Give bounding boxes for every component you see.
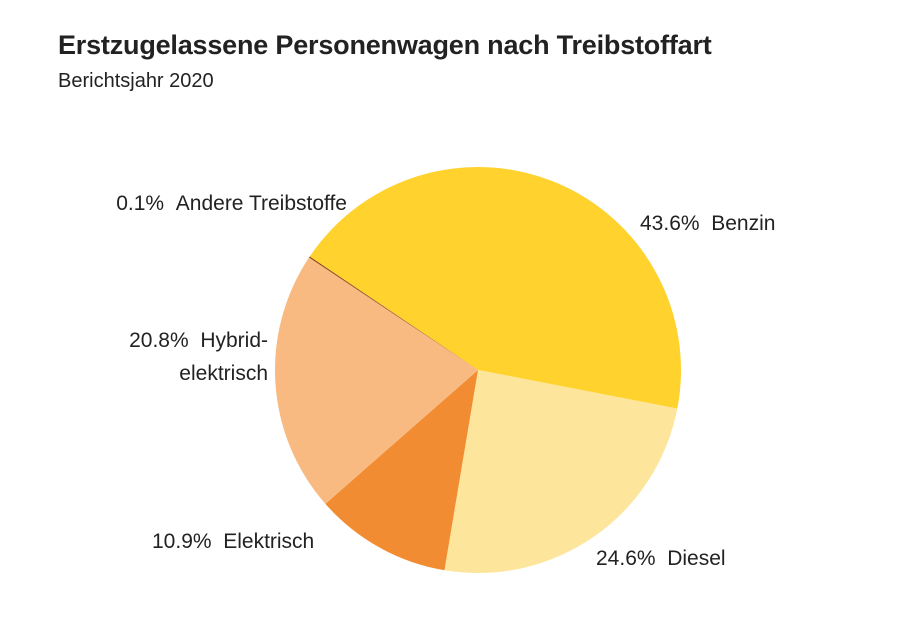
pie-slice-hybrid (275, 257, 478, 504)
pie-slice-elektrisch (325, 370, 478, 571)
slice-label-diesel: 24.6% Diesel (596, 547, 726, 570)
slice-label-hybrid: 20.8% Hybrid-elektrisch (129, 329, 268, 385)
slice-label-line: 43.6% Benzin (640, 212, 775, 235)
slice-label-elektrisch: 10.9% Elektrisch (152, 530, 314, 553)
pie-slice-andere (309, 256, 478, 370)
chart-subtitle: Berichtsjahr 2020 (58, 70, 214, 92)
slice-label-benzin: 43.6% Benzin (640, 212, 775, 235)
chart-title: Erstzugelassene Personenwagen nach Treib… (58, 30, 712, 60)
slice-label-line: 0.1% Andere Treibstoffe (116, 192, 347, 215)
pie-slice-diesel (444, 370, 678, 573)
slice-label-andere: 0.1% Andere Treibstoffe (116, 192, 347, 215)
slice-label-line: 24.6% Diesel (596, 547, 726, 570)
slice-label-line: 20.8% Hybrid- (129, 329, 268, 352)
slice-label-line: elektrisch (179, 362, 268, 385)
slice-label-line: 10.9% Elektrisch (152, 530, 314, 553)
pie-slice-benzin (309, 166, 682, 409)
pie-slices (275, 166, 682, 573)
pie-labels: 43.6% Benzin 24.6% Diesel 10.9% Elektrisch… (116, 192, 775, 570)
